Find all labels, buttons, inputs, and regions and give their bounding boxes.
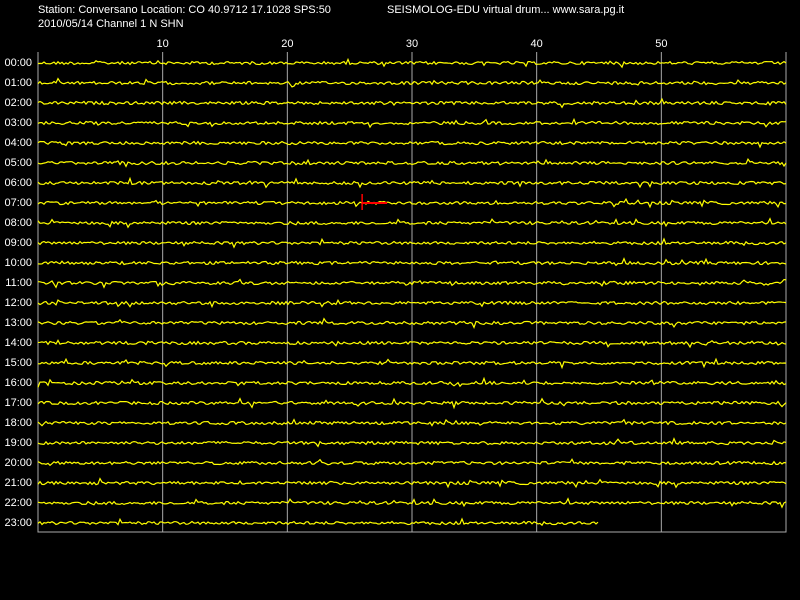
row-label: 23:00 <box>4 517 32 529</box>
row-label: 14:00 <box>4 337 32 349</box>
row-label: 12:00 <box>4 297 32 309</box>
trace <box>37 217 787 229</box>
x-tick-label: 30 <box>406 38 418 50</box>
trace <box>37 397 787 410</box>
row-label: 20:00 <box>4 457 32 469</box>
trace <box>37 197 787 209</box>
row-label: 05:00 <box>4 157 32 169</box>
row-label: 01:00 <box>4 77 32 89</box>
x-tick-label: 40 <box>531 38 543 50</box>
plot-frame <box>37 52 787 533</box>
chart-title: Station: Conversano Location: CO 40.9712… <box>38 4 331 16</box>
x-tick-label: 50 <box>655 38 667 50</box>
row-label: 16:00 <box>4 377 32 389</box>
row-label: 17:00 <box>4 397 32 409</box>
trace <box>37 237 787 249</box>
row-label: 11:00 <box>5 277 32 289</box>
trace <box>37 357 787 370</box>
trace <box>37 317 787 329</box>
trace <box>37 117 787 129</box>
row-label: 06:00 <box>4 177 32 189</box>
row-label: 18:00 <box>4 417 32 429</box>
trace <box>37 278 787 289</box>
row-label: 07:00 <box>4 197 32 209</box>
trace <box>37 418 787 427</box>
trace <box>37 497 787 509</box>
row-label: 04:00 <box>4 137 32 149</box>
trace <box>37 376 787 388</box>
x-tick-label: 10 <box>157 38 169 50</box>
row-label: 09:00 <box>4 237 32 249</box>
trace <box>37 517 599 527</box>
row-label: 15:00 <box>4 357 32 369</box>
trace <box>37 140 787 149</box>
row-label: 19:00 <box>4 437 32 449</box>
row-label: 21:00 <box>4 477 32 489</box>
trace <box>37 77 787 88</box>
row-label: 08:00 <box>4 217 32 229</box>
row-label: 03:00 <box>4 117 32 129</box>
row-label: 10:00 <box>4 257 32 269</box>
trace <box>37 158 787 168</box>
chart-caption: 2010/05/14 Channel 1 N SHN <box>38 18 184 30</box>
chart-subtitle: SEISMOLOG-EDU virtual drum... www.sara.p… <box>387 4 624 16</box>
trace <box>37 477 787 489</box>
row-label: 02:00 <box>4 97 32 109</box>
row-label: 00:00 <box>4 57 32 69</box>
row-label: 22:00 <box>4 497 32 509</box>
trace <box>37 299 787 309</box>
trace <box>37 57 787 69</box>
trace <box>37 97 787 109</box>
x-tick-label: 20 <box>281 38 293 50</box>
row-label: 13:00 <box>4 317 32 329</box>
trace <box>37 458 787 467</box>
trace <box>37 437 787 448</box>
trace <box>37 257 787 267</box>
trace <box>37 339 787 349</box>
trace <box>37 176 787 189</box>
